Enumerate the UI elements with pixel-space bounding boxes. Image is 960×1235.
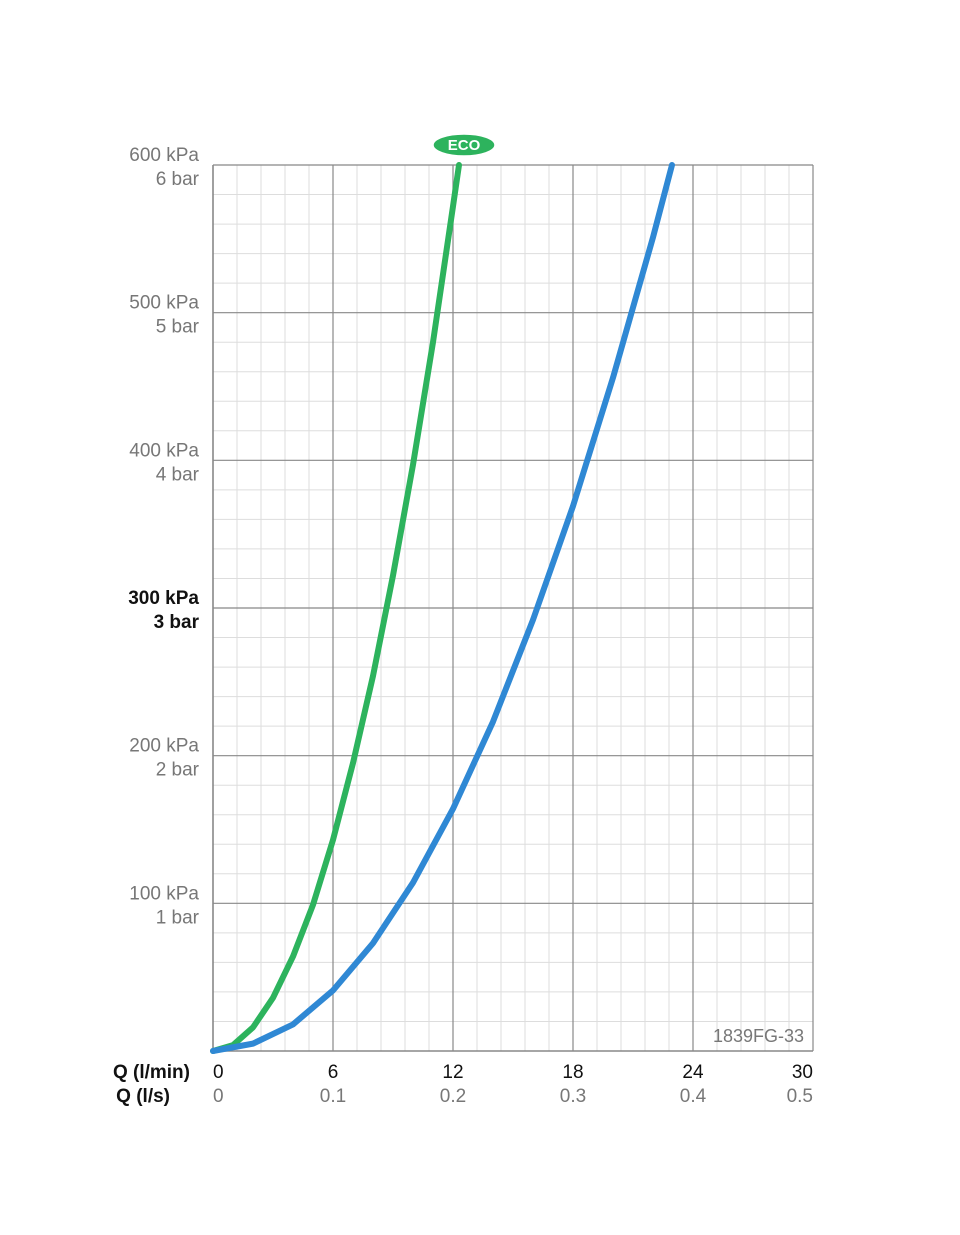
- curve: [210, 162, 675, 1054]
- x2-tick-label: 0.4: [680, 1086, 707, 1107]
- y-bar-label: 1 bar: [156, 907, 200, 928]
- y-tick-label: 500 kPa: [129, 293, 199, 314]
- x-tick-label: 0: [213, 1062, 224, 1083]
- y-tick-label: 100 kPa: [129, 883, 199, 904]
- y-tick-label: 600 kPa: [129, 145, 199, 166]
- x2-tick-label: 0.1: [320, 1086, 346, 1107]
- x2-tick-label: 0.2: [440, 1086, 466, 1107]
- curve: [210, 162, 462, 1054]
- x-tick-label: 24: [682, 1062, 704, 1083]
- x-tick-label: 18: [562, 1062, 583, 1083]
- x2-tick-label: 0: [213, 1086, 224, 1107]
- grid: [212, 164, 814, 1052]
- x2-tick-label: 0.3: [560, 1086, 586, 1107]
- x-tick-label: 12: [442, 1062, 463, 1083]
- y-bar-label: 3 bar: [154, 612, 200, 633]
- x-tick-label: 30: [792, 1062, 813, 1083]
- y-tick-label: 200 kPa: [129, 736, 199, 757]
- y-bar-label: 2 bar: [156, 760, 200, 781]
- y-bar-label: 5 bar: [156, 317, 200, 338]
- code-label: 1839FG-33: [713, 1026, 804, 1046]
- x-tick-label: 6: [328, 1062, 339, 1083]
- legend-label: ECO: [448, 137, 481, 154]
- x-axis-label: Q (l/min): [113, 1062, 190, 1083]
- y-tick-label: 300 kPa: [128, 588, 199, 609]
- labels: 0 6 12 18 24 30 0 0.1 0.2 0.3 0.4 0.5 Q (l/min) Q (l/…: [113, 133, 813, 1107]
- legend-badge: [432, 133, 496, 157]
- x2-tick-label: 0.5: [787, 1086, 813, 1107]
- curves: [210, 162, 675, 1054]
- y-tick-label: 400 kPa: [129, 440, 199, 461]
- y-bar-label: 4 bar: [156, 464, 200, 485]
- x2-axis-label: Q (l/s): [116, 1086, 170, 1107]
- y-bar-label: 6 bar: [156, 169, 200, 190]
